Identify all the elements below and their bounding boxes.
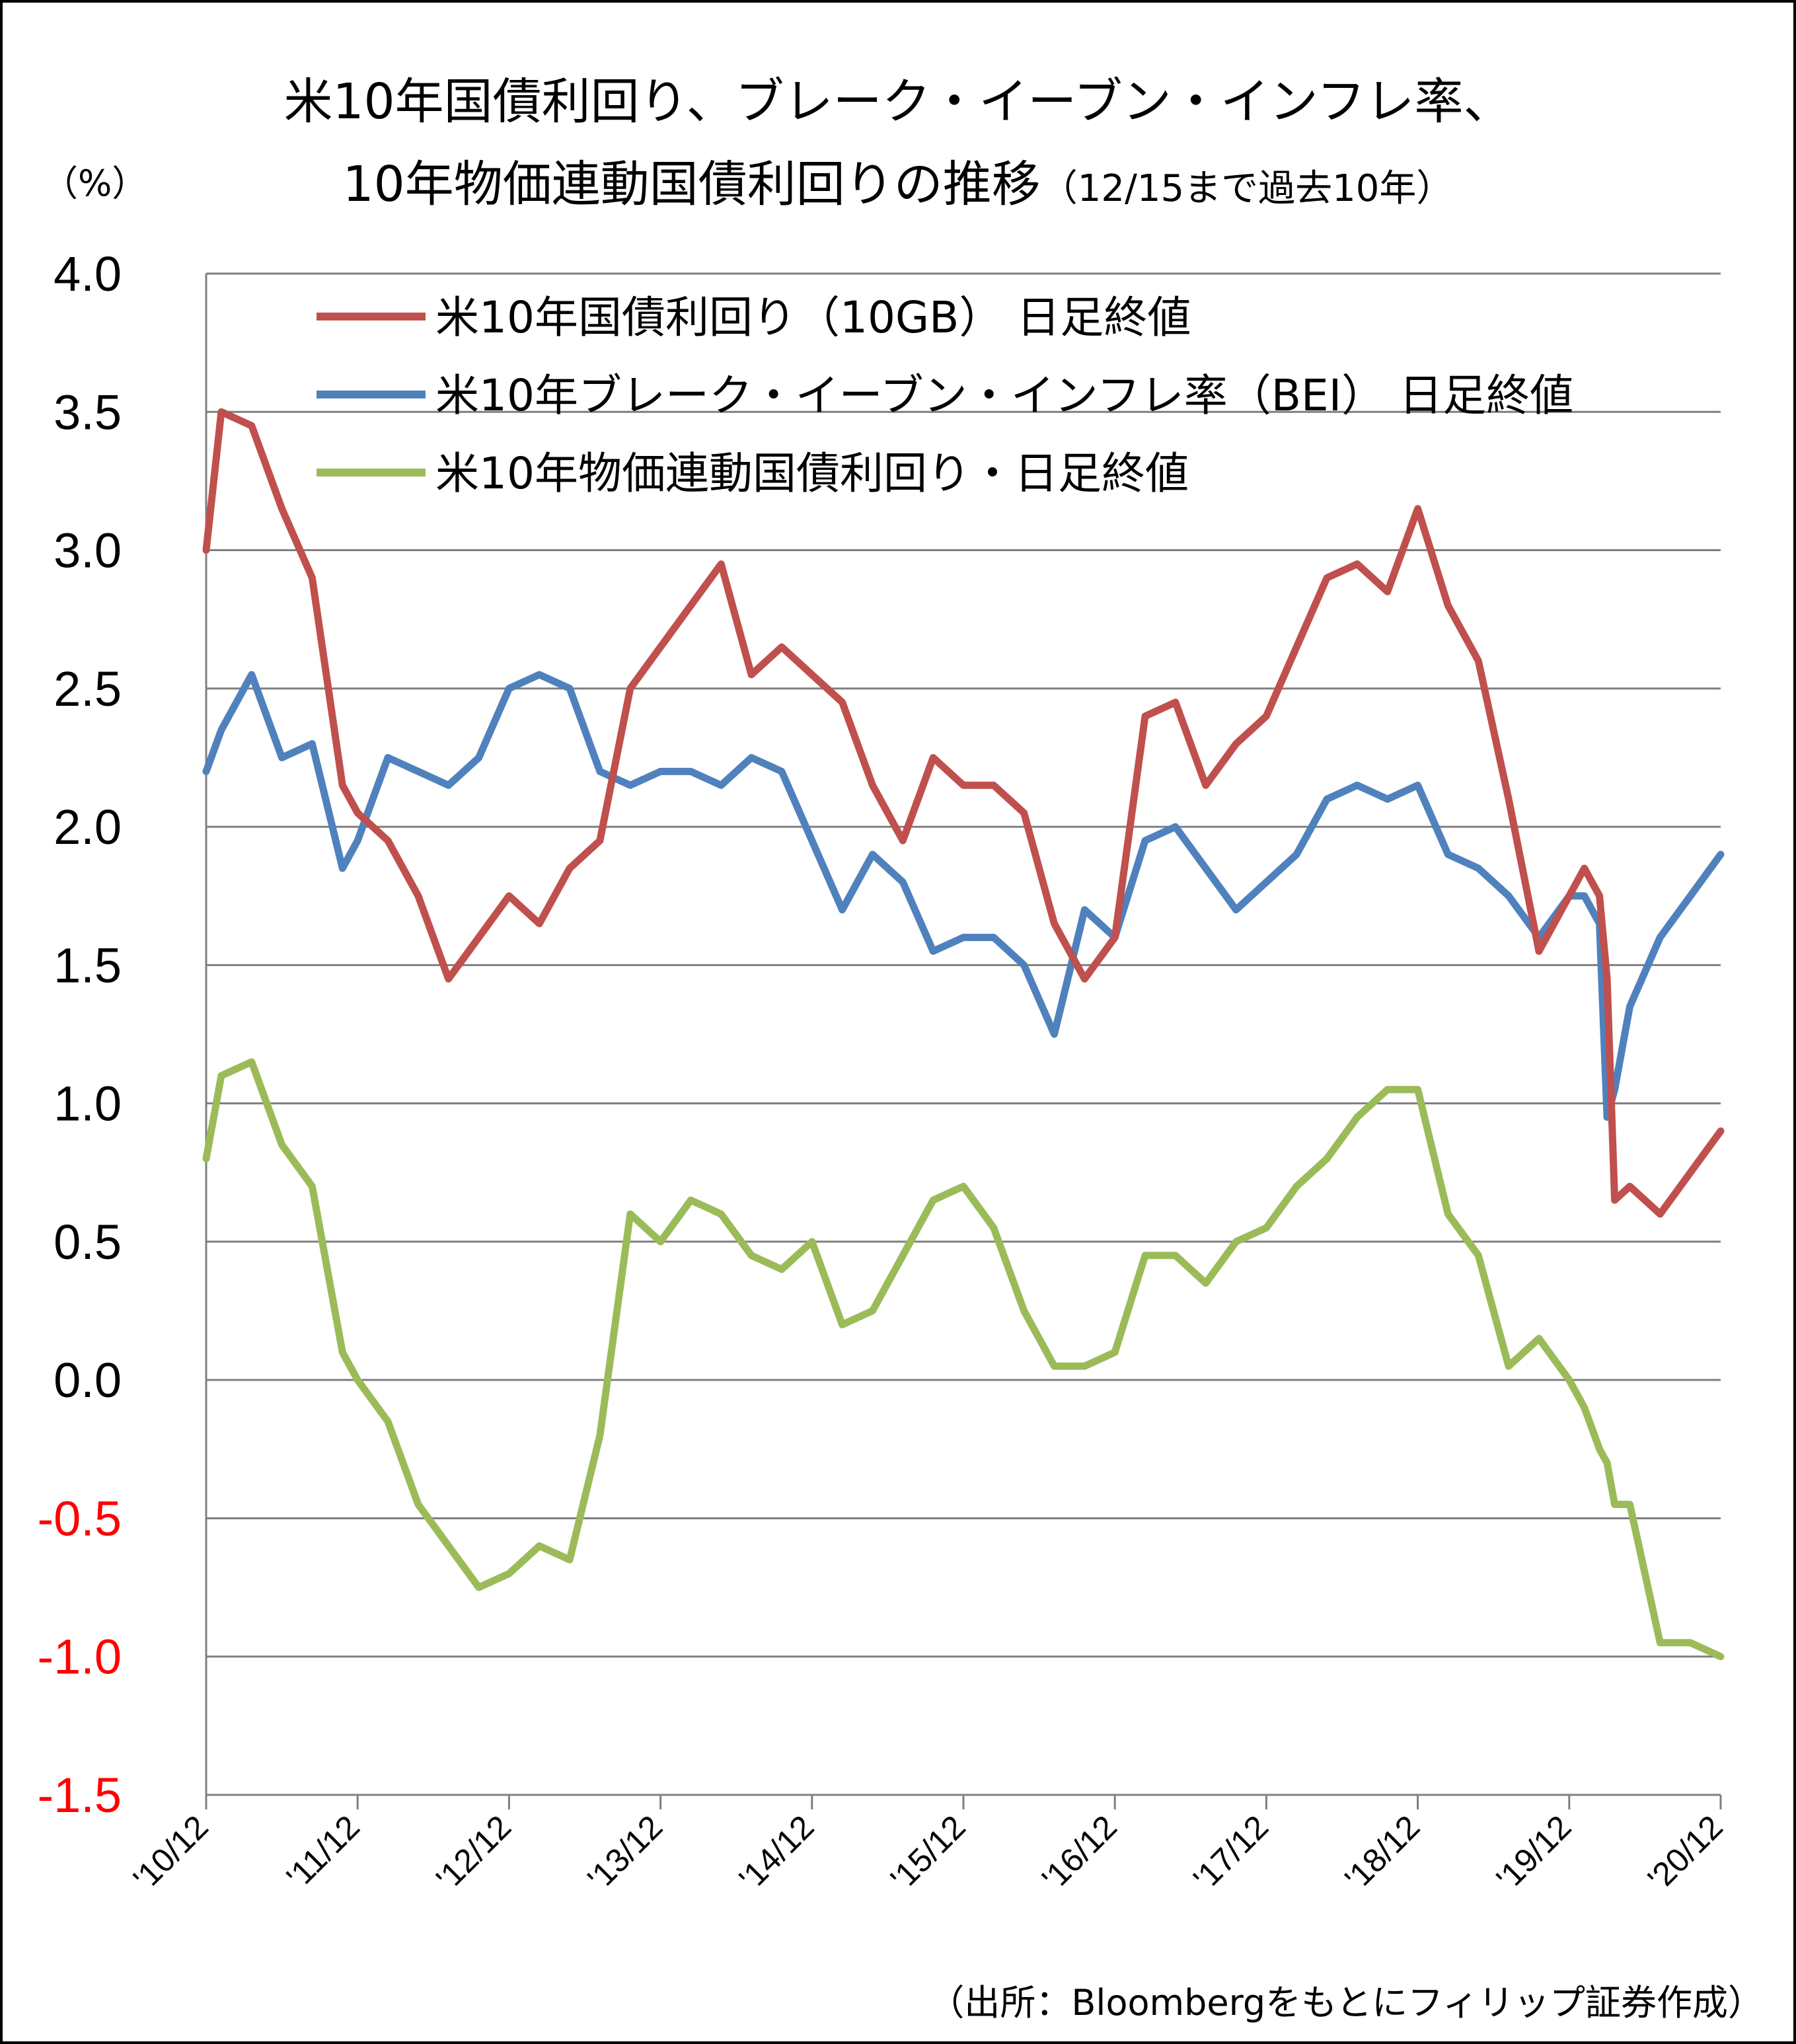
y-tick-label: 0.5 [54,1215,122,1269]
series-lines [202,408,1725,1661]
chart-title-line2: 10年物価連動国債利回りの推移（12/15まで過去10年） [343,156,1454,213]
x-tick-label: '19/12 [1489,1808,1579,1897]
y-tick-label: 3.5 [54,385,122,439]
y-tick-label: -1.0 [37,1630,122,1684]
legend-label: 米10年国債利回り（10GB） 日足終値 [435,292,1191,343]
chart-title-line1: 米10年国債利回り、ブレーク・イーブン・インフレ率、 [283,73,1512,130]
x-tick-label: '15/12 [883,1808,973,1897]
series-line-3 [202,1058,1725,1661]
chart-title-main: 10年物価連動国債利回りの推移 [343,156,1041,213]
y-tick-label: 4.0 [54,246,122,301]
x-axis-ticks: '10/12 '11/12 '12/12 '13/12 '14/12 '15/12 '16/… [126,1795,1730,1897]
chart-title-suffix: （12/15まで過去10年） [1041,167,1454,210]
y-tick-label: 2.5 [54,662,122,716]
y-tick-label: -0.5 [37,1491,122,1546]
grid-lines [206,272,1721,1796]
y-tick-label: 3.0 [54,523,122,578]
x-tick-label: '13/12 [581,1808,670,1897]
y-tick-label: 2.0 [54,800,122,854]
chart-svg: 米10年国債利回り、ブレーク・イーブン・インフレ率、 10年物価連動国債利回りの… [37,73,1764,2024]
y-axis-unit: （%） [42,163,147,204]
legend: 米10年国債利回り（10GB） 日足終値米10年ブレーク・イーブン・インフレ率（… [317,292,1573,499]
y-tick-label: 1.0 [54,1077,122,1131]
x-tick-label: '16/12 [1035,1808,1124,1897]
y-tick-label: 1.5 [54,938,122,993]
x-tick-label: '10/12 [126,1808,215,1897]
x-tick-label: '11/12 [280,1808,367,1895]
legend-label: 米10年ブレーク・イーブン・インフレ率（BEI） 日足終値 [435,370,1573,421]
x-tick-label: '18/12 [1338,1808,1427,1897]
x-tick-label: '12/12 [429,1808,518,1897]
legend-label: 米10年物価連動国債利回り・日足終値 [435,448,1189,499]
source-note: （出所：Bloombergをもとにフィリップ証券作成） [928,1982,1764,2024]
y-tick-label: -1.5 [37,1768,122,1823]
y-axis-ticks: 4.0 3.5 3.0 2.5 2.0 1.5 1.0 0.5 0.0 -0.5 -1.0 -1.5 [37,246,122,1823]
x-tick-label: '14/12 [732,1808,821,1897]
x-tick-label: '20/12 [1641,1808,1730,1897]
y-tick-label: 0.0 [54,1353,122,1408]
series-line-1 [202,408,1725,1218]
x-tick-label: '17/12 [1186,1808,1275,1897]
